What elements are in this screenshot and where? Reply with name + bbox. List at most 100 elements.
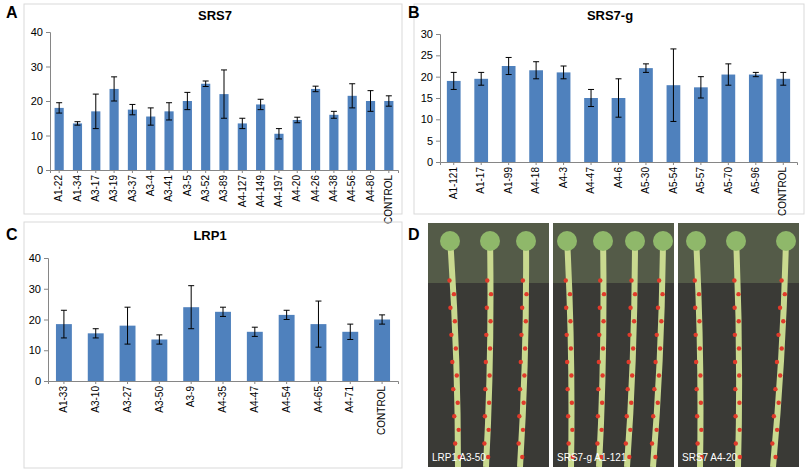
error-bar-cap — [313, 91, 319, 92]
error-bar-cap — [347, 324, 353, 325]
x-tick-label: A4-56 — [346, 175, 357, 202]
error-bar-cap — [148, 125, 154, 126]
error-bar-stem — [536, 62, 537, 79]
silique-mark — [521, 428, 525, 432]
x-tick: A3-19 — [108, 170, 119, 202]
error-bar-cap — [203, 80, 209, 81]
x-tick-label: A1-22 — [53, 175, 64, 202]
error-bar-stem — [700, 77, 701, 98]
y-tick-label: 10 — [421, 113, 433, 125]
error-bar-stem — [333, 111, 334, 118]
x-tick-mark — [132, 170, 133, 173]
plot-area — [447, 49, 790, 162]
x-tick-mark — [63, 381, 64, 384]
error-bar-stem — [59, 103, 60, 113]
error-bar-cap — [220, 316, 226, 317]
x-tick-mark — [481, 162, 482, 165]
silique-mark — [601, 346, 605, 350]
silique-mark — [484, 360, 488, 364]
error-bar — [347, 324, 353, 339]
error-bar-cap — [780, 85, 786, 86]
y-tick: 0 — [37, 164, 50, 176]
x-tick-label: A3-9 — [185, 386, 196, 408]
y-tick: 40 — [31, 26, 50, 38]
error-bar-cap — [698, 98, 704, 99]
error-bar — [93, 329, 99, 338]
chart-panel: CLRP1010203040A1-33A3-10A3-27A3-50A3-9A4… — [6, 222, 402, 468]
silique-mark — [780, 346, 784, 350]
error-bar-stem — [315, 86, 316, 92]
shoot-tip — [516, 231, 536, 251]
silique-mark — [600, 401, 604, 405]
bar — [329, 115, 338, 170]
error-bar-cap — [61, 337, 67, 338]
x-tick: A4-47 — [249, 381, 260, 413]
x-tick: A4-71 — [344, 381, 355, 413]
error-bar-cap — [478, 72, 484, 73]
error-bar — [451, 72, 457, 89]
bar — [447, 81, 461, 162]
error-bar-cap — [252, 336, 258, 337]
x-tick-label: A4-6 — [613, 167, 624, 189]
error-bar-cap — [331, 111, 337, 112]
chart-panel: ASRS7010203040A1-22A1-34A3-17A3-19A3-37A… — [6, 4, 402, 224]
x-tick: A3-4 — [145, 170, 156, 196]
x-tick-label: CONTROL — [376, 386, 387, 435]
error-bar — [166, 103, 172, 120]
y-tick-label: 0 — [427, 156, 433, 168]
error-bar-cap — [111, 76, 117, 77]
error-bar-cap — [561, 66, 567, 67]
error-bar — [670, 49, 676, 122]
y-tick-mark — [436, 55, 440, 56]
y-tick-label: 10 — [29, 344, 41, 356]
silique-mark — [778, 373, 782, 377]
y-tick-label: 15 — [421, 92, 433, 104]
error-bar-cap — [166, 119, 172, 120]
y-tick-mark — [44, 381, 48, 382]
x-tick-label: A5-30 — [640, 167, 651, 194]
error-bar-cap — [315, 347, 321, 348]
stem — [736, 238, 739, 467]
x-tick: A4-35 — [217, 381, 228, 413]
silique-mark — [653, 455, 657, 459]
error-bar-stem — [278, 129, 279, 139]
silique-mark — [660, 292, 664, 296]
chart-frame — [414, 4, 804, 214]
x-tick-mark — [673, 162, 674, 165]
x-tick-mark — [352, 170, 353, 173]
silique-mark — [629, 401, 633, 405]
error-bar — [93, 94, 99, 129]
silique-mark — [732, 306, 736, 310]
silique-mark — [457, 428, 461, 432]
y-tick-mark — [46, 67, 50, 68]
bar — [164, 111, 173, 170]
y-tick-mark — [436, 34, 440, 35]
silique-mark — [733, 387, 737, 391]
error-bar-cap — [347, 339, 353, 340]
x-tick: A1-22 — [53, 170, 64, 202]
bar — [55, 108, 64, 170]
error-bar-cap — [643, 63, 649, 64]
x-tick: CONTROL — [383, 170, 394, 224]
silique-mark — [779, 278, 783, 282]
error-bar-cap — [616, 78, 622, 79]
silique-mark — [737, 401, 741, 405]
error-bar-cap — [506, 74, 512, 75]
silique-mark — [693, 278, 697, 282]
error-bar-cap — [129, 104, 135, 105]
y-tick: 20 — [29, 314, 48, 326]
silique-mark — [633, 292, 637, 296]
shoot-tip — [557, 231, 577, 251]
silique-mark — [601, 319, 605, 323]
y-axis: 010203040 — [31, 26, 51, 176]
silique-mark — [456, 401, 460, 405]
silique-mark — [657, 373, 661, 377]
silique-mark — [772, 414, 776, 418]
error-bar-stem — [260, 99, 261, 109]
error-bar-cap — [506, 57, 512, 58]
y-axis: 010203040 — [29, 252, 49, 387]
error-bar — [284, 310, 290, 319]
silique-mark — [565, 387, 569, 391]
error-bar-stem — [127, 307, 128, 344]
error-bar-cap — [386, 95, 392, 96]
